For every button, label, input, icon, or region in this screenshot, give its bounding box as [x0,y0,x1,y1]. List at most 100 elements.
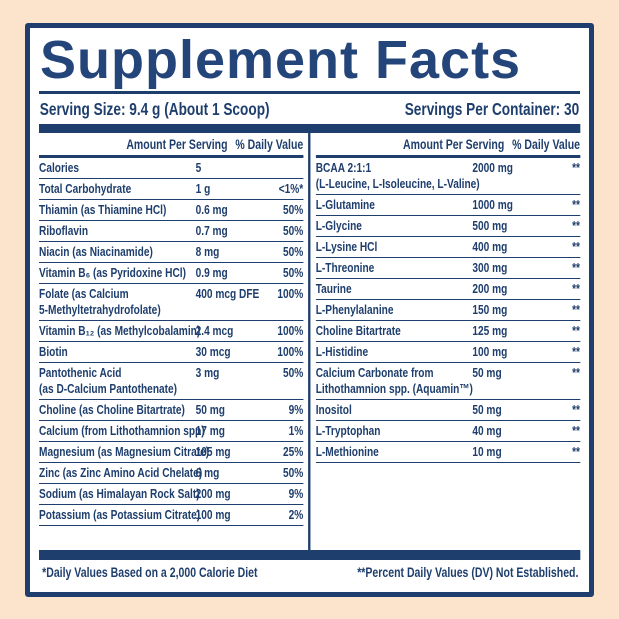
ingredient-amount: 100 mg [472,343,508,359]
ingredient-amount: 500 mg [472,217,508,233]
ingredient-amount: 2.4 mcg [195,322,234,338]
daily-value-header: % Daily Value [512,136,580,152]
table-row: Calcium Carbonate from 50 mg ** Lithotha… [315,363,580,400]
ingredient-daily-value: 50% [282,201,304,217]
table-row: Inositol 50 mg ** [315,400,580,421]
ingredient-daily-value: ** [572,196,580,212]
ingredient-amount: 400 mcg DFE [195,285,260,301]
supplement-facts-panel: Supplement Facts Serving Size: 9.4 g (Ab… [25,23,594,597]
table-row: BCAA 2:1:1 2000 mg ** (L-Leucine, L-Isol… [315,158,580,195]
ingredient-name: Biotin [39,343,68,359]
panel-title: Supplement Facts [40,30,522,90]
ingredient-daily-value: <1%* [278,180,304,196]
ingredient-name: Potassium (as Potassium Citrate) [39,506,201,522]
amount-per-serving-header: Amount Per Serving [126,136,228,152]
ingredient-amount: 1000 mg [472,196,513,212]
ingredient-name: Thiamin (as Thiamine HCl) [39,201,167,217]
ingredient-daily-value: 50% [282,222,304,238]
ingredient-name: Inositol [315,401,352,417]
ingredient-daily-value: 9% [288,485,304,501]
table-row: Zinc (as Zinc Amino Acid Chelate) 6 mg 5… [39,463,304,484]
table-row: L-Methionine 10 mg ** [315,442,580,463]
ingredient-amount: 30 mcg [195,343,231,359]
table-row: Choline Bitartrate 125 mg ** [315,321,580,342]
ingredient-daily-value: 25% [282,443,304,459]
ingredient-daily-value: 1% [288,422,304,438]
ingredient-name: L-Tryptophan [315,422,381,438]
ingredient-name: Vitamin B₆ (as Pyridoxine HCl) [39,264,186,280]
ingredient-daily-value: ** [572,401,580,417]
ingredient-daily-value: 50% [282,364,304,380]
serving-size: Serving Size: 9.4 g (About 1 Scoop) [39,98,270,119]
table-row: L-Histidine 100 mg ** [315,342,580,363]
ingredient-amount: 105 mg [195,443,231,459]
ingredient-name: Magnesium (as Magnesium Citrate) [39,443,210,459]
table-row: L-Phenylalanine 150 mg ** [315,300,580,321]
ingredient-daily-value: 9% [288,401,304,417]
right-column: Amount Per Serving % Daily Value BCAA 2:… [310,133,580,550]
ingredient-name: Riboflavin [39,222,89,238]
table-row: Calcium (from Lithothamnion spp) 17 mg 1… [39,421,304,442]
ingredient-name: Choline Bitartrate [315,322,401,338]
ingredient-name: Vitamin B₁₂ (as Methylcobalamin) [39,322,201,338]
ingredient-name: Choline (as Choline Bitartrate) [39,401,185,417]
ingredient-name-line2: 5-Methyltetrahydrofolate) [39,301,161,317]
ingredient-amount: 100 mg [195,506,231,522]
table-row: L-Glycine 500 mg ** [315,216,580,237]
ingredient-amount: 0.6 mg [195,201,228,217]
ingredient-daily-value: ** [572,280,580,296]
table-row: Vitamin B₆ (as Pyridoxine HCl) 0.9 mg 50… [39,263,304,284]
ingredient-name-line2: (as D-Calcium Pantothenate) [39,380,178,396]
ingredient-amount: 3 mg [195,364,220,380]
left-column-header: Amount Per Serving % Daily Value [39,133,304,158]
ingredient-daily-value: ** [572,217,580,233]
ingredient-daily-value: 50% [282,243,304,259]
ingredient-daily-value: ** [572,364,580,380]
table-row: Potassium (as Potassium Citrate) 100 mg … [39,505,304,526]
ingredient-name: L-Phenylalanine [315,301,394,317]
table-row: Vitamin B₁₂ (as Methylcobalamin) 2.4 mcg… [39,321,304,342]
bottom-bar [39,549,580,560]
ingredient-name: Pantothenic Acid [39,364,122,380]
column-divider [307,132,311,550]
ingredient-name: Total Carbohydrate [39,180,132,196]
ingredient-amount: 5 [195,159,202,175]
ingredient-name: BCAA 2:1:1 [315,159,372,175]
ingredient-name: L-Glycine [315,217,362,233]
table-row: Total Carbohydrate 1 g <1%* [39,179,304,200]
ingredient-amount: 400 mg [472,238,508,254]
ingredient-amount: 125 mg [472,322,508,338]
servings-per-container: Servings Per Container: 30 [404,98,580,119]
ingredient-amount: 200 mg [472,280,508,296]
ingredient-amount: 0.7 mg [195,222,228,238]
table-row: L-Lysine HCl 400 mg ** [315,237,580,258]
daily-value-header: % Daily Value [235,136,304,152]
table-row: L-Glutamine 1000 mg ** [315,195,580,216]
facts-table: Amount Per Serving % Daily Value Calorie… [39,132,580,550]
ingredient-amount: 6 mg [195,464,220,480]
table-row: Choline (as Choline Bitartrate) 50 mg 9% [39,400,304,421]
ingredient-amount: 50 mg [472,364,502,380]
right-rows: BCAA 2:1:1 2000 mg ** (L-Leucine, L-Isol… [315,158,580,463]
ingredient-daily-value: 100% [277,343,304,359]
ingredient-name: L-Lysine HCl [315,238,378,254]
ingredient-daily-value: ** [572,259,580,275]
ingredient-daily-value: ** [572,301,580,317]
ingredient-daily-value: 100% [277,285,304,301]
ingredient-amount: 200 mg [195,485,231,501]
ingredient-name: Niacin (as Niacinamide) [39,243,153,259]
serving-info: Serving Size: 9.4 g (About 1 Scoop) Serv… [39,94,580,124]
ingredient-daily-value: ** [572,343,580,359]
amount-per-serving-header: Amount Per Serving [403,136,505,152]
ingredient-name: Calcium Carbonate from [315,364,434,380]
ingredient-amount: 1 g [195,180,211,196]
table-row: Sodium (as Himalayan Rock Salt) 200 mg 9… [39,484,304,505]
ingredient-amount: 8 mg [195,243,220,259]
ingredient-amount: 40 mg [472,422,502,438]
table-row: Pantothenic Acid 3 mg 50% (as D-Calcium … [39,363,304,400]
left-rows: Calories 5 Total Carbohydrate 1 g <1%* T… [39,158,304,526]
table-row: Biotin 30 mcg 100% [39,342,304,363]
table-row: L-Threonine 300 mg ** [315,258,580,279]
table-row: Calories 5 [39,158,304,179]
table-row: L-Tryptophan 40 mg ** [315,421,580,442]
